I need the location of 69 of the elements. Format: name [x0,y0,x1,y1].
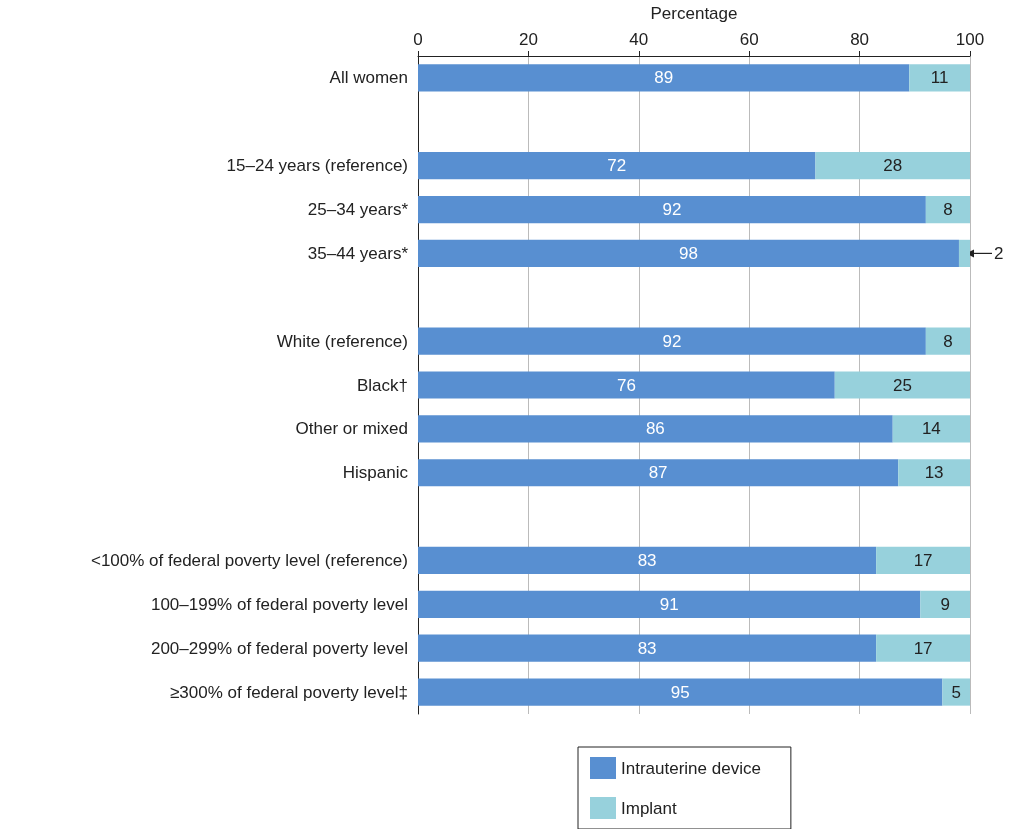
y-tick-label: All women [329,68,408,88]
data-label: 86 [645,419,665,439]
bar [418,64,910,92]
data-label: 76 [616,375,636,395]
data-label: 17 [913,638,933,658]
data-label: 83 [637,550,657,570]
y-tick-label: Hispanic [342,463,409,483]
bar [834,371,970,399]
y-tick-label: 100–199% of federal poverty level [150,594,408,614]
bar [418,678,943,706]
bar [925,327,970,355]
bar [942,678,970,706]
data-label: 72 [607,156,627,176]
data-label: 8 [943,200,953,220]
data-label: 25 [892,375,912,395]
bar [418,195,926,224]
data-label: 2 [994,243,1004,263]
data-label: 14 [921,419,941,439]
bar [909,64,970,92]
bar [876,634,970,662]
data-label: 8 [943,331,953,351]
data-label: 95 [670,682,690,702]
x-tick-label: 0 [413,30,423,49]
data-label: 91 [659,594,679,614]
y-tick-label: White (reference) [276,331,408,351]
bar [418,634,877,662]
x-tick-label: 20 [518,30,538,49]
bar [925,195,970,224]
x-axis-title: Percentage [650,4,738,23]
y-tick-label: Black† [356,375,408,395]
y-tick-label: 35–44 years* [307,243,409,263]
legend-label: Implant [621,798,678,818]
bar [815,152,970,180]
data-label: 17 [913,550,933,570]
data-label: 92 [662,200,682,220]
x-tick-label: 40 [629,30,649,49]
data-label: 87 [648,463,668,483]
data-label: 83 [637,638,657,658]
bar [418,371,835,399]
data-label: 28 [883,156,903,176]
data-label: 98 [679,243,698,263]
bar [958,239,970,267]
data-label: 89 [654,68,674,88]
legend-label: Intrauterine device [621,758,761,778]
bar [418,590,921,618]
bar [920,590,970,618]
y-tick-label: 15–24 years (reference) [226,156,408,176]
y-tick-label: Other or mixed [295,419,408,439]
data-label: 13 [924,463,944,483]
y-tick-label: ≥300% of federal poverty level‡ [169,682,408,702]
x-tick-label: 80 [850,30,870,49]
x-tick-label: 100 [955,30,985,49]
y-tick-label: 25–34 years* [307,200,409,220]
bar [418,459,899,487]
bar [876,546,970,575]
y-tick-label: 200–299% of federal poverty level [150,638,408,658]
bar [898,459,970,487]
bar [418,327,926,355]
bar [418,546,877,575]
x-tick-label: 60 [739,30,759,49]
y-tick-label: <100% of federal poverty level (reference) [90,550,408,570]
data-label: 11 [930,68,949,88]
data-label: 92 [662,331,682,351]
data-label: 9 [940,594,950,614]
bar [892,415,970,443]
bar [418,239,959,267]
data-label: 5 [951,682,961,702]
bar [418,415,893,443]
bar [418,152,816,180]
